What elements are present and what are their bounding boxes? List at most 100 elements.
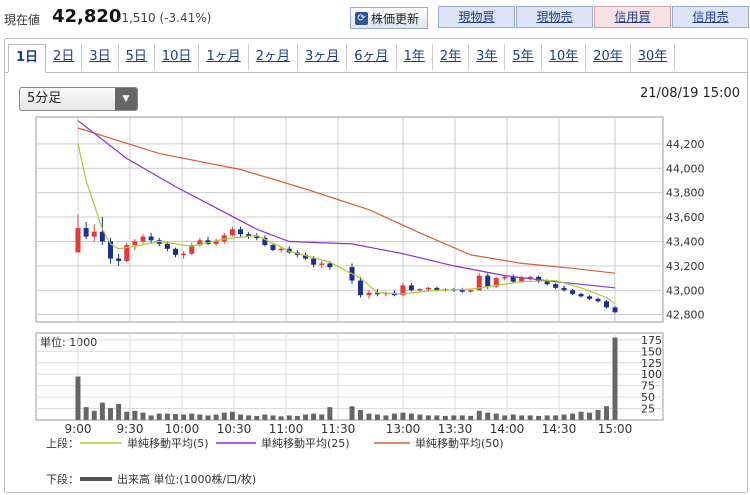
volume-unit-label: 単位: 1000	[40, 335, 97, 349]
legend-ma25-label: 単純移動平均(25)	[261, 436, 350, 450]
volume-bar	[578, 411, 584, 420]
candle-body	[213, 241, 219, 244]
volume-bar	[213, 414, 219, 420]
volume-bar	[132, 410, 138, 420]
legend-lower-label: 下段：	[46, 472, 79, 486]
legend-upper-label: 上段：	[46, 436, 79, 450]
volume-bar	[383, 415, 389, 420]
tab-period[interactable]: 1ヶ月	[199, 44, 249, 70]
chart-panel	[4, 38, 748, 493]
volume-bar	[493, 413, 499, 420]
tab-period[interactable]: 6ヶ月	[347, 44, 397, 70]
candle-body	[140, 236, 146, 242]
volume-bar	[262, 414, 268, 420]
price-tick-label: 43,400	[666, 235, 705, 248]
cash-buy-button[interactable]: 現物買	[438, 6, 515, 28]
volume-bar	[140, 412, 146, 420]
ma5-line	[77, 143, 616, 305]
volume-bar	[99, 402, 105, 420]
volume-bar	[459, 415, 465, 420]
tab-period[interactable]: 20年	[586, 44, 631, 70]
candle-body	[527, 276, 533, 279]
volume-tick-label: 150	[641, 345, 662, 358]
candle-body	[476, 275, 482, 291]
time-tick-label: 14:30	[542, 422, 577, 436]
cash-sell-button[interactable]: 現物売	[516, 6, 593, 28]
tab-period[interactable]: 2年	[433, 44, 470, 70]
candle-body	[553, 284, 559, 288]
tab-period[interactable]: 10年	[542, 44, 587, 70]
ma50-line	[77, 127, 616, 274]
tab-period[interactable]: 1年	[397, 44, 433, 70]
price-tick-label: 43,000	[666, 284, 705, 297]
time-tick-label: 10:00	[165, 422, 200, 436]
volume-bar	[561, 414, 567, 420]
volume-bar	[164, 413, 170, 420]
tab-period[interactable]: 3日	[82, 44, 119, 70]
tab-period[interactable]: 5年	[505, 44, 542, 70]
candle-body	[246, 234, 252, 237]
margin-sell-button[interactable]: 信用売	[672, 6, 749, 28]
tab-period[interactable]: 2日	[46, 44, 83, 70]
current-price-label: 現在値	[4, 13, 41, 27]
candle-body	[181, 253, 187, 256]
volume-bar	[604, 406, 610, 420]
tab-period[interactable]: 30年	[631, 44, 676, 70]
volume-bar	[527, 415, 533, 420]
volume-tick-label: 50	[641, 391, 655, 404]
volume-bar	[536, 415, 542, 420]
candle-body	[434, 287, 440, 291]
candle-body	[485, 275, 491, 287]
volume-bar	[434, 415, 440, 420]
volume-bar	[476, 410, 482, 420]
volume-bar	[173, 414, 178, 420]
time-tick-label: 15:00	[598, 422, 633, 436]
candle-body	[425, 287, 431, 290]
refresh-price-button[interactable]: ⟳ 株価更新	[350, 7, 428, 29]
candle-body	[189, 245, 195, 254]
price-tick-label: 43,800	[666, 187, 705, 200]
candle-body	[278, 248, 284, 251]
margin-buy-button[interactable]: 信用買	[594, 6, 671, 28]
interval-select[interactable]: 5分足 ▼	[19, 87, 138, 111]
volume-bar	[148, 415, 154, 420]
triangle-down-icon: ▼	[115, 88, 137, 110]
candle-body	[108, 241, 113, 259]
current-price: 42,820	[52, 6, 122, 27]
candle-body	[303, 254, 308, 259]
candle-body	[311, 258, 317, 265]
volume-tick-label: 75	[641, 380, 655, 393]
candle-body	[124, 245, 130, 261]
legend-ma5-label: 単純移動平均(5)	[127, 436, 209, 450]
volume-bar	[425, 415, 431, 420]
tab-period[interactable]: 3ヶ月	[298, 44, 348, 70]
candle-body	[544, 280, 550, 285]
volume-bar	[197, 414, 203, 420]
volume-tick-label: 175	[641, 334, 662, 347]
candle-body	[493, 278, 499, 287]
volume-bar	[270, 415, 276, 420]
tab-period[interactable]: 5日	[119, 44, 155, 70]
volume-bar	[442, 415, 448, 420]
candle-body	[400, 285, 406, 296]
candle-body	[519, 278, 525, 282]
interval-select-value: 5分足	[27, 91, 62, 106]
price-tick-label: 43,200	[666, 260, 705, 273]
candle-body	[578, 293, 584, 297]
candle-body	[408, 285, 414, 291]
candle-body	[173, 248, 178, 255]
volume-bar	[417, 414, 423, 420]
volume-bar	[468, 415, 474, 420]
tab-period[interactable]: 3年	[469, 44, 506, 70]
volume-tick-label: 125	[641, 357, 662, 370]
time-tick-label: 14:00	[490, 422, 525, 436]
tab-period[interactable]: 1日	[8, 44, 47, 73]
tab-period[interactable]: 2ヶ月	[249, 44, 298, 70]
time-tick-label: 9:00	[65, 422, 92, 436]
candle-body	[319, 263, 325, 265]
volume-bar	[189, 413, 195, 420]
volume-bar	[294, 415, 300, 420]
tab-period[interactable]: 10日	[155, 44, 200, 70]
candle-body	[132, 241, 138, 246]
